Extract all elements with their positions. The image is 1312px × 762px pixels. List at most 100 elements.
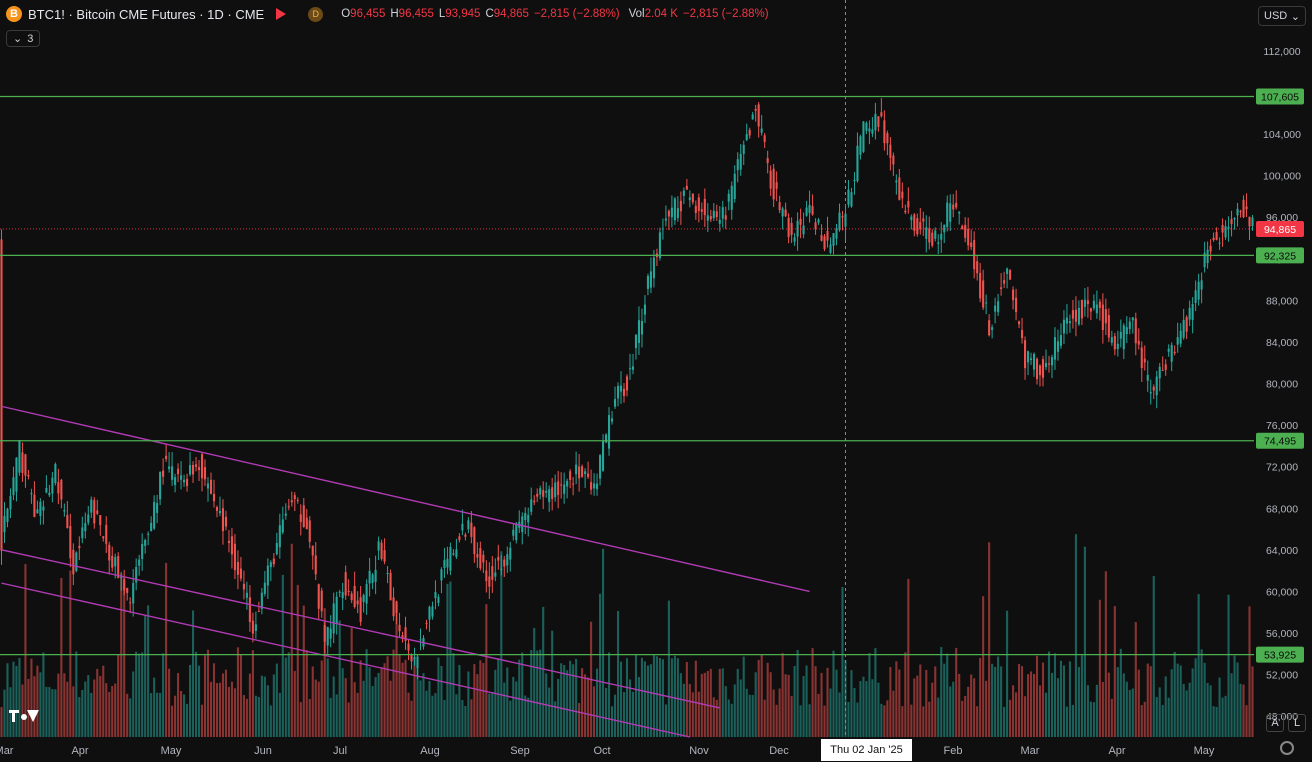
candle-body xyxy=(637,320,641,344)
candle-body xyxy=(871,129,874,134)
candle-body xyxy=(242,583,245,590)
log-scale-button[interactable]: L xyxy=(1288,714,1306,732)
x-tick-label: Aug xyxy=(420,745,440,757)
candle-body xyxy=(796,220,799,237)
ohlc-change: −2,815 (−2.88%) xyxy=(533,8,620,20)
candle-body xyxy=(287,506,290,508)
volume-bar xyxy=(81,689,84,737)
candle-body xyxy=(643,304,647,315)
level-price-tag xyxy=(1256,88,1304,105)
x-tick-label: Mar xyxy=(0,745,14,757)
volume-bar xyxy=(260,675,263,737)
candle-body xyxy=(380,542,383,559)
volume-bar xyxy=(443,700,446,737)
candle-body xyxy=(835,228,838,239)
candle-body xyxy=(356,600,359,605)
candle-body xyxy=(111,555,114,568)
candle-body xyxy=(940,233,943,240)
volume-bar xyxy=(1134,622,1137,737)
candle-body xyxy=(69,526,72,559)
candle-body xyxy=(153,501,156,529)
volume-bar xyxy=(676,658,679,737)
volume-bar xyxy=(18,657,21,737)
volume-bar xyxy=(254,695,257,737)
candle-body xyxy=(398,624,401,632)
volume-bar xyxy=(200,704,204,737)
candle-body xyxy=(640,321,644,335)
candle-body xyxy=(63,510,66,512)
volume-bar xyxy=(916,675,919,737)
candle-body xyxy=(937,242,940,244)
candle-body xyxy=(1110,337,1113,343)
x-tick-label: Oct xyxy=(593,745,610,757)
volume-bar xyxy=(84,681,87,737)
volume-bar xyxy=(587,677,590,737)
currency-selector[interactable]: USD ⌄ xyxy=(1258,6,1306,26)
flag-icon[interactable] xyxy=(276,8,287,20)
candle-body xyxy=(889,144,892,158)
ohlc-key: Vol xyxy=(628,8,645,20)
candle-body xyxy=(949,203,952,222)
candle-body xyxy=(1018,321,1021,325)
indicators-toggle[interactable]: ⌄ 3 xyxy=(6,30,41,47)
volume-bar xyxy=(341,668,344,737)
candle-body xyxy=(715,211,718,218)
candle-body xyxy=(886,133,889,144)
candle-body xyxy=(425,622,428,624)
candle-body xyxy=(533,500,536,503)
candle-body xyxy=(102,536,105,539)
volume-bar xyxy=(515,681,518,737)
volume-bar xyxy=(24,564,27,737)
candle-body xyxy=(311,545,314,556)
volume-bar xyxy=(108,691,111,737)
volume-bar xyxy=(976,706,979,737)
candle-body xyxy=(1000,287,1003,290)
candle-body xyxy=(1035,358,1039,380)
y-tick-label: 104,000 xyxy=(1263,129,1301,141)
volume-bar xyxy=(27,678,30,737)
volume-bar xyxy=(284,657,287,737)
candle-body xyxy=(485,570,488,582)
volume-bar xyxy=(928,701,931,737)
candle-body xyxy=(1006,268,1009,274)
volume-bar xyxy=(503,682,506,737)
candle-body xyxy=(1149,392,1152,394)
candle-body xyxy=(566,480,569,487)
volume-bar xyxy=(191,610,195,737)
volume-bar xyxy=(718,668,721,737)
candle-body xyxy=(452,553,455,555)
candle-body xyxy=(530,499,533,512)
candle-body xyxy=(1095,304,1098,314)
candle-body xyxy=(1083,299,1086,307)
candle-body xyxy=(1227,226,1230,229)
candle-body xyxy=(919,221,922,230)
candle-body xyxy=(1119,331,1122,339)
candle-body xyxy=(39,501,42,516)
candle-body xyxy=(177,468,180,475)
volume-bar xyxy=(721,668,724,737)
volume-bar xyxy=(1065,706,1068,737)
settings-gear-icon[interactable] xyxy=(1280,741,1294,755)
volume-bar xyxy=(1101,681,1104,737)
candle-body xyxy=(1179,330,1182,344)
auto-scale-button[interactable]: A xyxy=(1266,714,1284,732)
candle-body xyxy=(1173,351,1176,354)
volume-bar xyxy=(1224,695,1227,737)
delayed-data-badge[interactable]: D xyxy=(308,6,324,22)
volume-bar xyxy=(584,674,587,737)
volume-bar xyxy=(1236,662,1239,737)
candle-body xyxy=(359,597,362,622)
volume-bar xyxy=(407,692,410,737)
symbol-title[interactable]: BTC1! · Bitcoin CME Futures · 1D · CME xyxy=(28,6,265,22)
candle-body xyxy=(865,122,868,131)
candle-body xyxy=(371,574,374,583)
candle-body xyxy=(664,218,667,221)
candle-body xyxy=(1131,317,1134,321)
candle-body xyxy=(1104,309,1107,324)
candle-body xyxy=(60,479,63,500)
volume-bar xyxy=(581,668,584,737)
volume-bar xyxy=(973,678,976,737)
candle-body xyxy=(646,276,649,289)
volume-bar xyxy=(63,673,66,737)
